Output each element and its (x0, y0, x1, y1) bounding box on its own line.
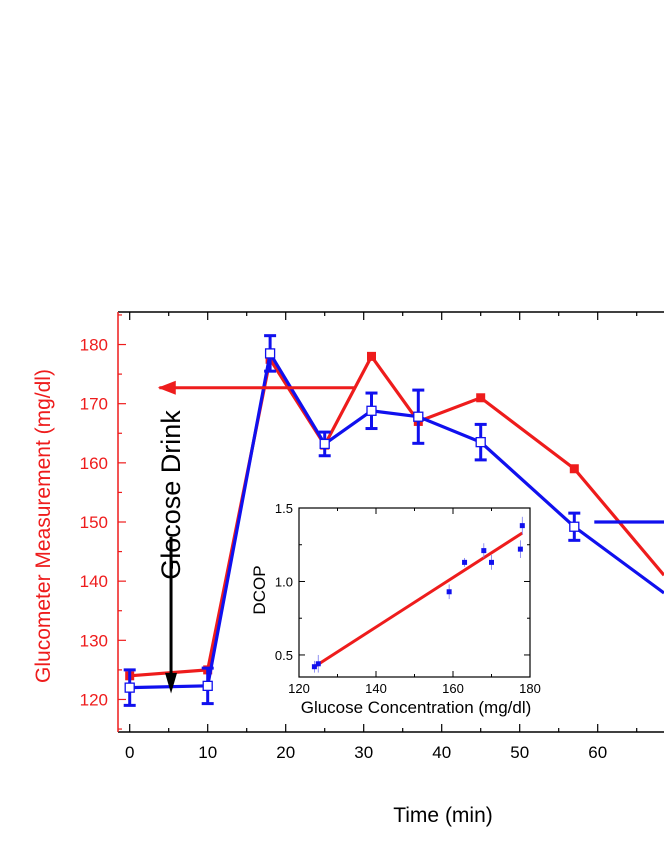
inset-data-point (519, 523, 525, 529)
x-axis-title: Time (min) (393, 804, 493, 827)
main-chart: 0 10 20 30 40 50 60 120 130 140 150 160 170 180 (80, 311, 664, 762)
x-tick-label: 40 (432, 743, 451, 762)
y-tick-label: 120 (80, 690, 108, 709)
inset-frame (298, 507, 531, 678)
inset-data-point (315, 661, 321, 667)
blue-data-point (413, 411, 424, 422)
blue-data-point (319, 438, 330, 450)
y-tick-label: 130 (80, 631, 108, 650)
y-tick-label: 150 (80, 513, 108, 532)
inset-fit-line (313, 531, 524, 668)
blue-data-point (202, 680, 213, 692)
inset-chart: 120 140 160 180 0.5 1.0 1.5 (275, 501, 541, 696)
inset-y-axis-title: DCOP (250, 565, 269, 614)
inset-y-tick-label: 1.5 (275, 501, 293, 516)
inset-data-point (446, 589, 452, 595)
y-tick-label: 180 (80, 336, 108, 355)
inset-data-point (462, 559, 468, 565)
x-tick-label: 60 (588, 743, 607, 762)
inset-data-point (481, 548, 487, 554)
y-tick-label: 140 (80, 572, 108, 591)
inset-x-tick-label: 160 (442, 681, 464, 696)
blue-data-point (124, 682, 135, 693)
blue-data-point (475, 436, 486, 448)
y-tick-label: 160 (80, 454, 108, 473)
x-tick-label: 50 (510, 743, 529, 762)
inset-y-tick-label: 0.5 (275, 648, 293, 663)
blue-data-point (569, 521, 580, 532)
drink-arrow-head (165, 672, 178, 694)
inset-data-point (517, 546, 523, 552)
blue-data-point (366, 405, 377, 416)
glucose-drink-annotation: Glocose Drink (156, 410, 186, 694)
y-tick-label: 170 (80, 395, 108, 414)
x-tick-label: 20 (276, 743, 295, 762)
red-data-point (569, 464, 579, 474)
x-tick-label: 10 (198, 743, 217, 762)
red-data-point (476, 393, 486, 403)
inset-x-tick-label: 180 (519, 681, 541, 696)
blue-data-point (264, 348, 276, 359)
x-tick-label: 30 (354, 743, 373, 762)
main-series-layer (123, 334, 664, 707)
inset-data-point (311, 664, 317, 670)
inset-x-tick-label: 140 (365, 681, 387, 696)
y-axis-title: Glucometer Measurement (mg/dl) (32, 369, 55, 683)
inset-x-tick-label: 120 (288, 681, 310, 696)
red-data-point (367, 351, 376, 361)
inset-data-point (489, 559, 494, 565)
inset-x-axis-title: Glucose Concentration (mg/dl) (301, 698, 532, 717)
red-arrow-head (157, 380, 176, 395)
inset-y-tick-label: 1.0 (275, 574, 293, 589)
x-tick-label: 0 (125, 743, 134, 762)
